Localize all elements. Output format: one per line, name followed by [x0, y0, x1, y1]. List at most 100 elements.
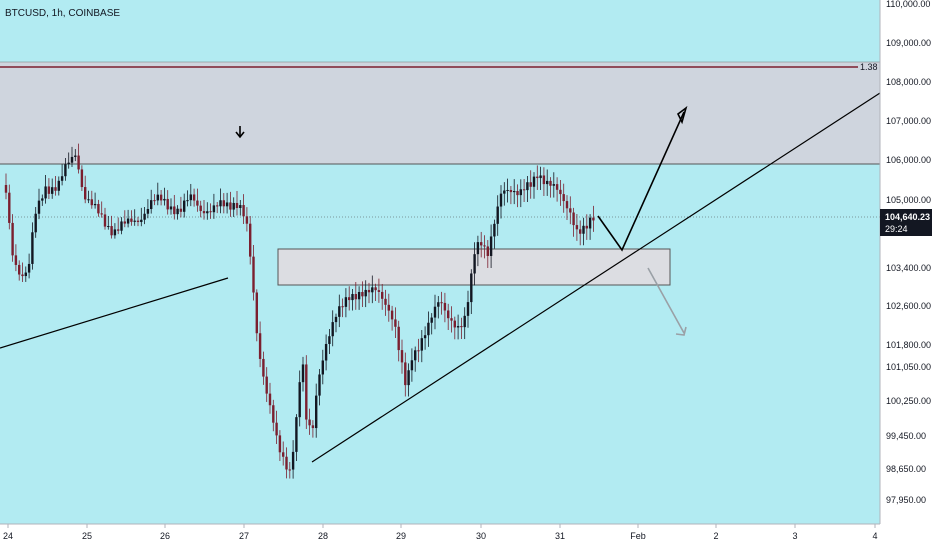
candle-body [447, 310, 450, 319]
candle-body [18, 264, 21, 275]
candle-body [562, 194, 565, 202]
candle-body [579, 229, 582, 234]
candle-body [397, 326, 400, 351]
trendline-ascending[interactable] [311, 92, 881, 463]
candle-body [183, 200, 186, 212]
candle-body [133, 220, 136, 222]
candle-body [559, 189, 562, 195]
candle-body [136, 220, 140, 223]
candle-body [456, 326, 460, 328]
candle-body [123, 221, 126, 224]
candle-body [166, 198, 169, 210]
candle-body [311, 425, 315, 429]
candle-body [209, 211, 212, 213]
candle-body [318, 374, 321, 396]
candle-body [324, 343, 328, 361]
candle-body [532, 176, 536, 187]
candle-body [113, 229, 117, 236]
candle-body [232, 202, 235, 210]
price-tick-label: 102,600.00 [886, 301, 931, 311]
time-tick-label: 26 [160, 531, 170, 541]
candle-body [575, 225, 579, 230]
candle-body [489, 236, 493, 256]
candle-body [252, 256, 255, 293]
candle-body [258, 333, 262, 359]
candle-body [288, 469, 291, 471]
candle-body [219, 200, 222, 207]
candle-body [265, 376, 268, 394]
time-ticks: 24 25 26 27 28 29 30 31 Feb 2 3 4 [3, 524, 878, 541]
candle-body [126, 218, 130, 224]
candle-body [450, 318, 453, 321]
time-axis-bg [0, 524, 932, 550]
candle-body [417, 350, 420, 352]
candle-body [371, 287, 374, 293]
candle-body [103, 214, 107, 227]
time-tick-label: 25 [82, 531, 92, 541]
candle-body [80, 169, 84, 188]
price-tick-label: 108,000.00 [886, 77, 931, 87]
last-price-value: 104,640.23 [885, 212, 930, 222]
candle-body [407, 370, 410, 386]
candle-body [381, 291, 384, 299]
candle-body [341, 306, 344, 308]
candle-body [278, 435, 282, 453]
price-tick-label: 99,450.00 [886, 431, 926, 441]
candle-body [476, 242, 480, 255]
time-tick-label: 3 [792, 531, 797, 541]
candle-body [21, 274, 24, 277]
candle-body [420, 338, 423, 351]
candle-body [539, 175, 542, 179]
candle-body [285, 456, 288, 470]
candle-body [423, 335, 427, 339]
candle-body [156, 194, 159, 201]
down-arrow-icon [235, 126, 245, 139]
time-tick-label: 24 [3, 531, 13, 541]
candle-body [199, 205, 202, 212]
candle-body [585, 225, 588, 229]
candle-body [173, 206, 176, 215]
supply-zone[interactable] [0, 62, 880, 164]
candle-body [552, 184, 555, 186]
candle-body [588, 217, 592, 229]
candle-body [308, 419, 311, 426]
candle-body [14, 255, 18, 265]
candle-body [470, 273, 473, 303]
candle-body [493, 223, 496, 237]
price-tick-label: 105,000.00 [886, 195, 931, 205]
bull-path[interactable] [597, 111, 685, 252]
candle-body [153, 200, 156, 202]
bear-path[interactable] [647, 267, 685, 334]
candle-body [503, 190, 506, 194]
candle-body [67, 162, 70, 165]
candle-body [506, 189, 509, 191]
candle-body [592, 217, 595, 221]
time-tick-label: 30 [476, 531, 486, 541]
candle-body [410, 360, 414, 371]
candle-body [430, 317, 433, 323]
candle-body [24, 272, 27, 277]
candle-body [301, 364, 305, 383]
candle-body [90, 199, 93, 206]
price-tick-label: 109,000.00 [886, 38, 931, 48]
candle-body [298, 382, 301, 418]
candle-body [440, 302, 443, 304]
candle-body [496, 206, 499, 224]
candle-body [526, 182, 529, 191]
candle-body [74, 155, 77, 157]
trendline-left[interactable] [0, 277, 229, 349]
time-tick-label: 29 [396, 531, 406, 541]
candle-body [282, 452, 285, 457]
time-tick-label: 31 [555, 531, 565, 541]
candle-body [179, 208, 183, 212]
candle-body [275, 422, 278, 436]
candle-body [255, 292, 258, 334]
candle-body [473, 254, 476, 274]
candle-body [348, 297, 351, 301]
candle-body [364, 289, 367, 297]
candle-body [239, 205, 242, 209]
candle-body [536, 176, 539, 179]
fib-label: 1.38 [860, 62, 878, 72]
